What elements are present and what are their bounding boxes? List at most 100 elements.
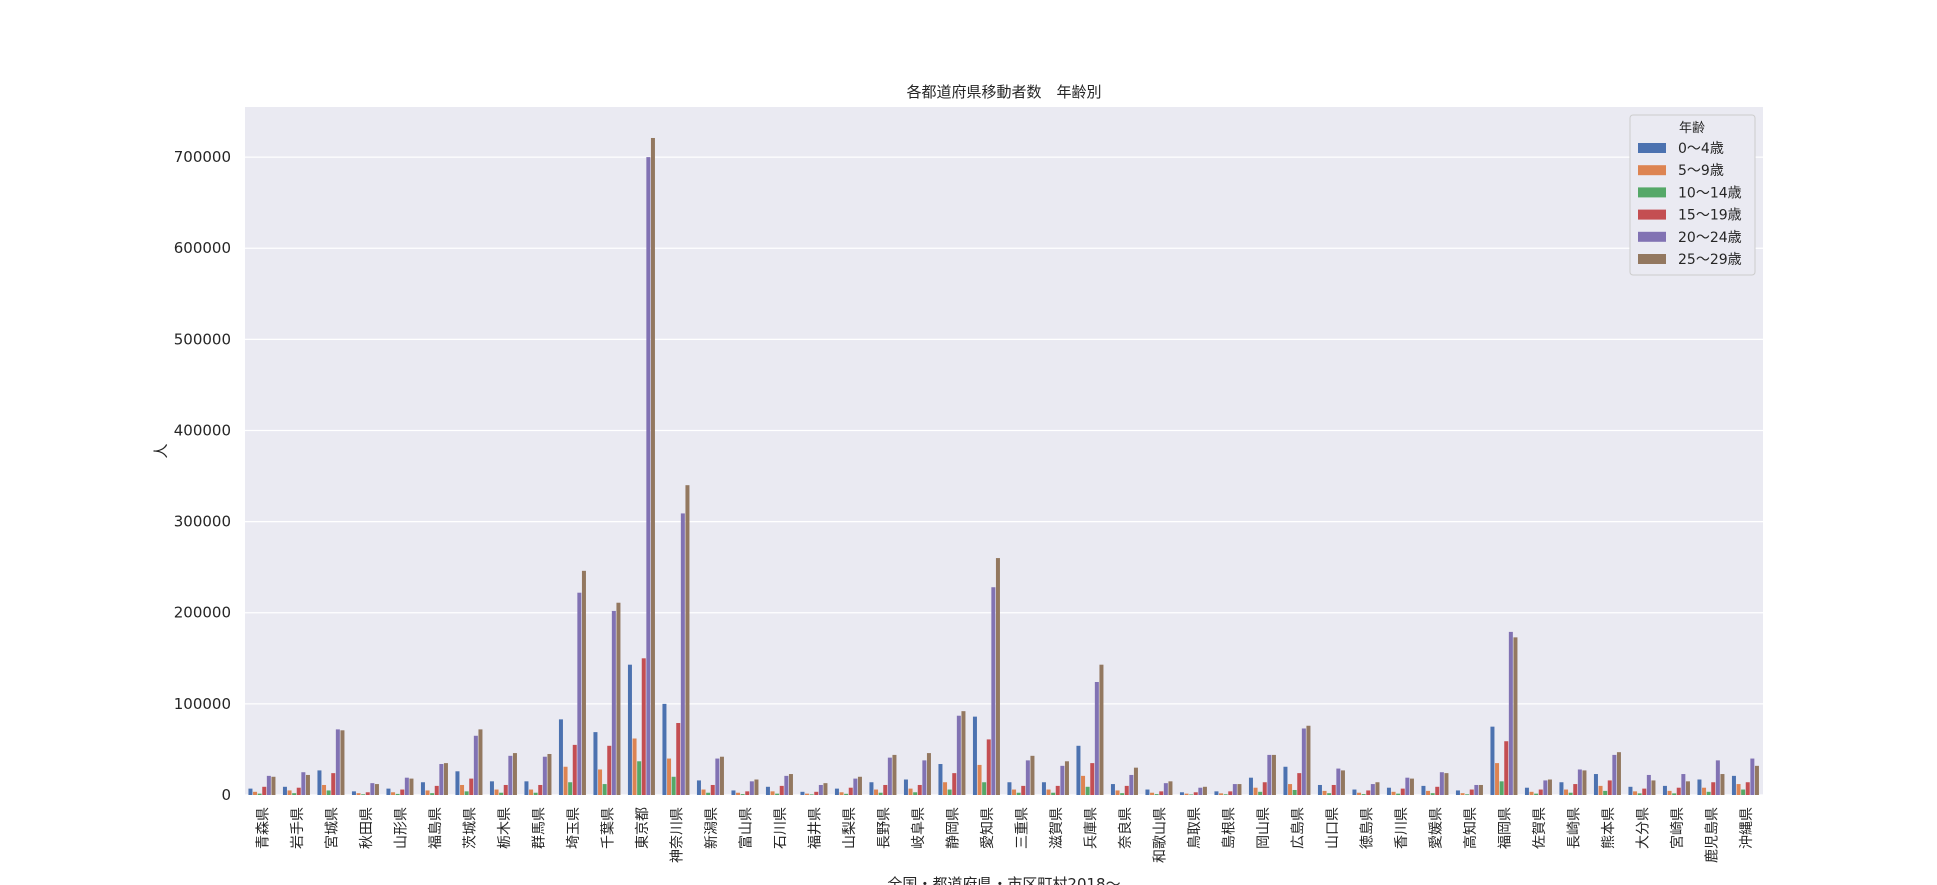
bar [1041,782,1046,795]
bar [1435,786,1440,795]
bar [524,781,529,795]
bar [1110,784,1115,795]
bar [1129,774,1134,795]
y-axis-label: 人 [152,443,170,458]
bar [1616,752,1621,795]
bar [1455,790,1460,795]
x-tick-label: 東京都 [635,807,651,849]
bar [1168,781,1173,795]
bar [464,791,469,795]
x-tick-label: 静岡県 [945,807,961,849]
bar [943,782,948,795]
bar [1262,782,1267,795]
bar [1573,784,1578,795]
bar [779,785,784,795]
x-tick-label: 富山県 [737,807,754,849]
bar [322,784,327,795]
x-tick-label: 埼玉県 [566,807,582,849]
legend: 年齢 0〜4歳 5〜9歳 10〜14歳 15〜19歳 20〜24歳 25〜29歳 [1629,114,1756,276]
bar [1564,789,1569,795]
x-tick-label: 宮城県 [324,807,340,849]
bar [1409,778,1414,795]
bar [952,773,957,795]
x-tick-label: 三重県 [1014,807,1030,849]
bar [788,774,793,795]
bar [844,793,849,795]
bar [287,790,292,795]
bar [572,744,577,795]
bar [887,757,892,795]
bar [1060,765,1065,795]
bar [646,157,651,795]
bar [1292,789,1297,795]
x-tick-label: 福井県 [807,807,823,849]
x-tick-label: 石川県 [773,807,789,849]
bar [1529,791,1534,795]
legend-items: 0〜4歳 5〜9歳 10〜14歳 15〜19歳 20〜24歳 25〜29歳 [1638,141,1742,268]
bar [1253,787,1258,795]
bar [1094,682,1099,795]
bar [282,786,287,795]
bar [296,787,301,795]
bar [404,777,409,795]
bar [1676,787,1681,795]
x-axis-label: 全国・都道府県・市区町村2018〜 [887,875,1120,885]
bar [1667,790,1672,795]
x-tick-label: 長崎県 [1566,807,1582,849]
bar [800,791,805,795]
bar [676,723,681,795]
bar [361,794,366,795]
bar [1076,745,1081,795]
bar [547,753,552,795]
bar [637,761,642,795]
bar [1582,770,1587,795]
bar [305,774,310,795]
bar [765,786,770,795]
bar [577,592,582,795]
gridlines [245,156,1763,796]
bar [1598,785,1603,795]
bar [494,789,499,795]
bar [991,587,996,795]
y-tick-label: 400000 [174,421,231,439]
y-tick-label: 100000 [174,695,231,713]
bar [1214,791,1219,795]
bar [1603,790,1608,795]
bar [715,758,720,795]
y-tick-labels: 0 100000 200000 300000 400000 500000 600000 700… [174,148,231,804]
bar [1021,785,1026,795]
bar [1288,784,1293,795]
bar [1672,793,1677,795]
bar [374,784,379,795]
bar [1736,784,1741,795]
bar [1154,794,1159,795]
x-tick-label: 長野県 [876,807,892,849]
bar [878,792,883,795]
bar [1327,793,1332,795]
bar [917,784,922,795]
bar [1426,790,1431,795]
x-tick-label: 熊本県 [1601,807,1617,849]
bar [938,764,943,795]
bar [1465,794,1470,795]
bar [839,792,844,795]
y-tick-label: 500000 [174,330,231,348]
bar [1651,780,1656,795]
bar [262,786,267,795]
bar [1706,791,1711,795]
bar [473,735,478,795]
x-tick-label: 兵庫県 [1082,807,1099,849]
bar [1568,792,1573,795]
bar [809,794,814,795]
bar [1490,726,1495,795]
bar [1012,789,1017,795]
bar [754,779,759,795]
bar [455,771,460,795]
bar [1685,781,1690,795]
legend-swatch [1638,165,1666,176]
bar [538,784,543,795]
bar [1711,782,1716,795]
x-tick-label: 愛媛県 [1428,807,1444,849]
legend-swatch [1638,187,1666,198]
